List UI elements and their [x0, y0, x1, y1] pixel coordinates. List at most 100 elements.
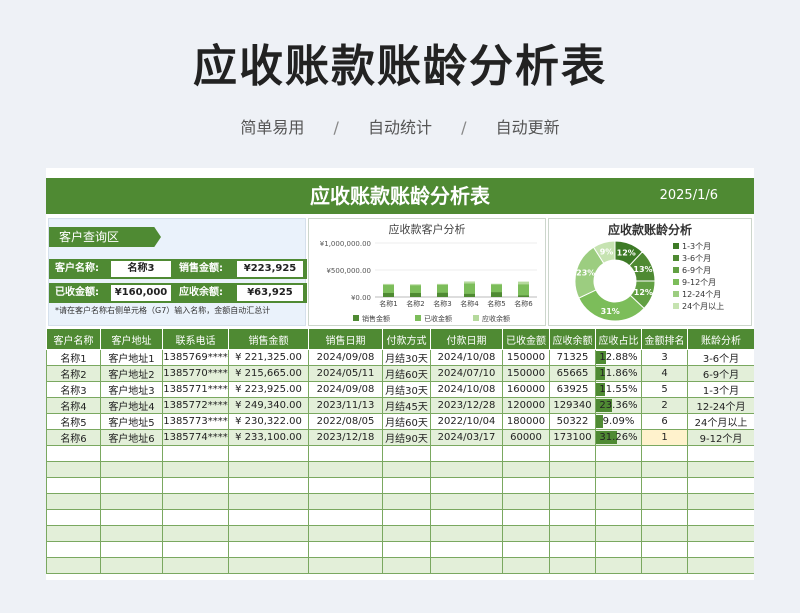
table-cell[interactable]: 2024/07/10 — [430, 365, 503, 382]
table-cell[interactable]: 客户地址2 — [100, 365, 163, 382]
table-cell[interactable]: ¥ 221,325.00 — [228, 349, 309, 366]
table-cell[interactable]: 月结60天 — [382, 413, 431, 430]
table-cell[interactable] — [549, 509, 596, 526]
table-cell[interactable] — [100, 509, 163, 526]
table-cell[interactable]: 63925 — [549, 381, 596, 398]
table-cell[interactable]: ¥ 249,340.00 — [228, 397, 309, 414]
table-cell[interactable]: 150000 — [502, 365, 550, 382]
table-cell[interactable] — [308, 493, 383, 510]
table-cell[interactable] — [228, 477, 309, 494]
table-cell[interactable] — [430, 493, 503, 510]
table-cell[interactable] — [228, 461, 309, 478]
bar-balance[interactable] — [464, 283, 475, 294]
table-cell[interactable]: 173100 — [549, 429, 596, 446]
table-cell[interactable] — [382, 557, 431, 574]
table-cell[interactable] — [308, 525, 383, 542]
table-cell[interactable]: 2022/10/04 — [430, 413, 503, 430]
table-cell[interactable]: 12-24个月 — [687, 397, 754, 414]
table-cell[interactable] — [687, 541, 754, 558]
table-cell[interactable]: 1385771**** — [162, 381, 229, 398]
column-header[interactable]: 销售金额 — [228, 328, 309, 350]
table-cell[interactable]: 50322 — [549, 413, 596, 430]
table-cell[interactable]: 2024/10/08 — [430, 381, 503, 398]
bar-received[interactable] — [464, 293, 475, 297]
table-cell[interactable] — [228, 445, 309, 462]
table-cell[interactable] — [687, 445, 754, 462]
column-header[interactable]: 联系电话 — [162, 328, 229, 350]
table-cell[interactable]: 1385773**** — [162, 413, 229, 430]
table-cell[interactable] — [46, 557, 101, 574]
table-cell[interactable]: 1 — [641, 429, 688, 446]
table-cell[interactable] — [308, 445, 383, 462]
table-cell[interactable]: ¥ 233,100.00 — [228, 429, 309, 446]
table-cell[interactable]: 客户地址5 — [100, 413, 163, 430]
table-cell[interactable] — [502, 477, 550, 494]
table-cell[interactable] — [382, 541, 431, 558]
table-cell[interactable]: 4 — [641, 365, 688, 382]
table-cell[interactable] — [687, 493, 754, 510]
column-header[interactable]: 付款日期 — [430, 328, 503, 350]
column-header[interactable]: 销售日期 — [308, 328, 383, 350]
table-cell[interactable] — [502, 541, 550, 558]
donut-slice[interactable] — [592, 240, 616, 264]
table-cell[interactable] — [595, 461, 642, 478]
table-cell[interactable]: 23.36% — [595, 397, 642, 414]
bar-balance[interactable] — [410, 285, 421, 293]
table-cell[interactable] — [549, 477, 596, 494]
table-cell[interactable]: 2024/09/08 — [308, 381, 383, 398]
bar-balance[interactable] — [518, 284, 529, 296]
table-cell[interactable] — [382, 525, 431, 542]
table-cell[interactable]: 24个月以上 — [687, 413, 754, 430]
column-header[interactable]: 客户地址 — [100, 328, 163, 350]
table-cell[interactable] — [382, 493, 431, 510]
table-cell[interactable]: 月结30天 — [382, 349, 431, 366]
table-cell[interactable]: 名称3 — [46, 381, 101, 398]
table-cell[interactable] — [430, 477, 503, 494]
table-cell[interactable] — [595, 509, 642, 526]
table-cell[interactable] — [687, 525, 754, 542]
table-cell[interactable] — [46, 493, 101, 510]
table-cell[interactable] — [430, 445, 503, 462]
table-cell[interactable] — [100, 557, 163, 574]
table-cell[interactable]: 1385769**** — [162, 349, 229, 366]
table-cell[interactable] — [162, 445, 229, 462]
table-cell[interactable]: 月结45天 — [382, 397, 431, 414]
table-cell[interactable] — [162, 477, 229, 494]
column-header[interactable]: 账龄分析 — [687, 328, 754, 350]
table-cell[interactable]: 150000 — [502, 349, 550, 366]
table-cell[interactable]: 1385774**** — [162, 429, 229, 446]
table-cell[interactable] — [308, 557, 383, 574]
table-cell[interactable]: 客户地址1 — [100, 349, 163, 366]
table-cell[interactable]: 2023/12/28 — [430, 397, 503, 414]
table-cell[interactable] — [430, 525, 503, 542]
table-cell[interactable]: 1385770**** — [162, 365, 229, 382]
table-cell[interactable]: 2024/03/17 — [430, 429, 503, 446]
table-cell[interactable] — [549, 525, 596, 542]
table-cell[interactable]: 9.09% — [595, 413, 642, 430]
table-cell[interactable]: 月结90天 — [382, 429, 431, 446]
table-cell[interactable] — [687, 557, 754, 574]
table-cell[interactable] — [641, 509, 688, 526]
table-cell[interactable]: 6-9个月 — [687, 365, 754, 382]
bar-received[interactable] — [491, 292, 502, 297]
table-cell[interactable]: 客户地址3 — [100, 381, 163, 398]
table-cell[interactable] — [100, 477, 163, 494]
table-cell[interactable] — [162, 525, 229, 542]
table-cell[interactable]: 月结30天 — [382, 381, 431, 398]
table-cell[interactable] — [502, 493, 550, 510]
table-cell[interactable]: 2022/08/05 — [308, 413, 383, 430]
table-cell[interactable] — [595, 541, 642, 558]
table-cell[interactable] — [308, 477, 383, 494]
table-cell[interactable]: 1385772**** — [162, 397, 229, 414]
table-cell[interactable] — [641, 557, 688, 574]
table-cell[interactable]: 2023/11/13 — [308, 397, 383, 414]
table-cell[interactable] — [549, 541, 596, 558]
table-cell[interactable]: 9-12个月 — [687, 429, 754, 446]
table-cell[interactable]: 2023/12/18 — [308, 429, 383, 446]
table-cell[interactable] — [502, 557, 550, 574]
bar-balance[interactable] — [437, 284, 448, 293]
table-cell[interactable] — [100, 445, 163, 462]
table-cell[interactable] — [162, 493, 229, 510]
table-cell[interactable]: 月结60天 — [382, 365, 431, 382]
table-cell[interactable] — [308, 461, 383, 478]
